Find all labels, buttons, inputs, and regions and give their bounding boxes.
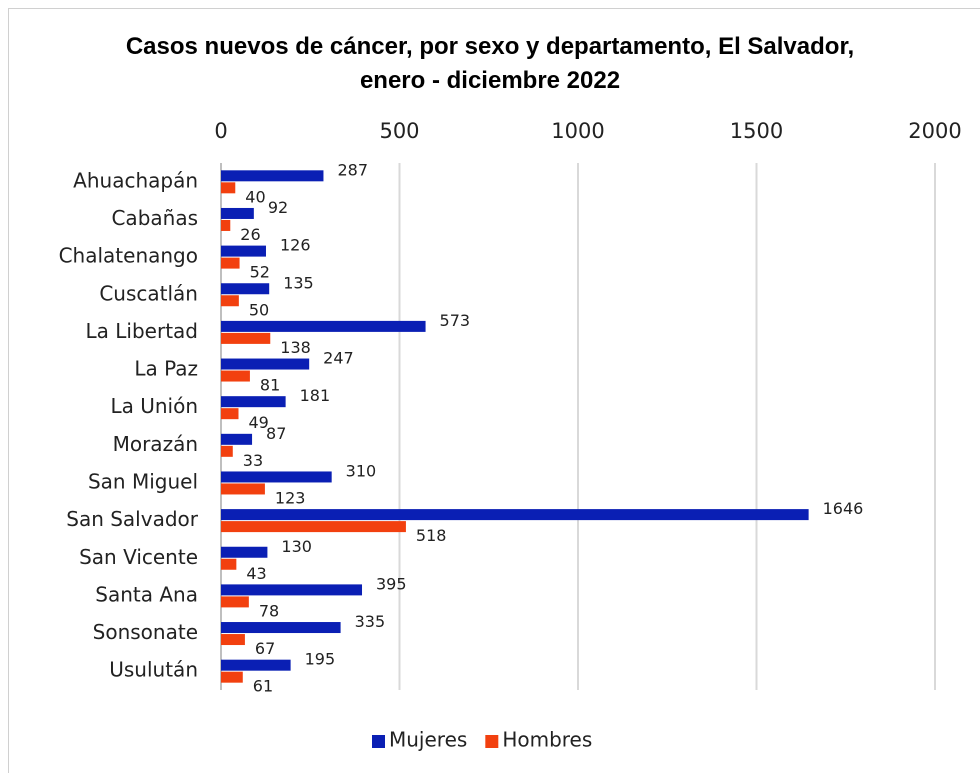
bar xyxy=(221,634,245,646)
data-label: 50 xyxy=(249,300,269,319)
data-label: 61 xyxy=(253,677,273,696)
data-label: 195 xyxy=(305,650,336,669)
data-label: 123 xyxy=(275,488,306,507)
bar xyxy=(221,471,332,483)
y-tick-label: Cuscatlán xyxy=(99,281,198,305)
y-tick-label: La Libertad xyxy=(86,319,198,343)
data-label: 78 xyxy=(259,601,279,620)
bar xyxy=(221,257,240,269)
bar xyxy=(221,558,237,570)
y-tick-label: La Unión xyxy=(110,394,198,418)
y-tick-label: Morazán xyxy=(113,432,198,456)
data-label: 135 xyxy=(283,273,314,292)
data-label: 52 xyxy=(250,263,270,282)
y-tick-label: Ahuachapán xyxy=(73,168,198,192)
bar xyxy=(221,521,406,533)
bar xyxy=(221,445,233,457)
bar xyxy=(221,219,231,231)
data-label: 26 xyxy=(240,225,260,244)
x-tick-label: 500 xyxy=(379,119,419,143)
y-tick-label: Sonsonate xyxy=(93,620,198,644)
legend-label: Mujeres xyxy=(389,728,467,752)
data-label: 126 xyxy=(280,236,311,255)
data-label: 287 xyxy=(337,160,368,179)
data-label: 247 xyxy=(323,349,354,368)
bar xyxy=(221,358,310,370)
bar xyxy=(221,509,809,521)
bar xyxy=(221,283,270,295)
bar xyxy=(221,433,253,445)
y-tick-label: San Vicente xyxy=(79,545,198,569)
data-label: 92 xyxy=(268,198,288,217)
y-tick-label: Chalatenango xyxy=(59,244,198,268)
y-tick-label: Usulután xyxy=(109,658,198,682)
bar xyxy=(221,584,363,596)
x-tick-label: 1500 xyxy=(730,119,783,143)
data-label: 181 xyxy=(300,386,331,405)
bar xyxy=(221,370,250,382)
bar xyxy=(221,207,254,219)
chart-title: Casos nuevos de cáncer, por sexo y depar… xyxy=(125,33,855,94)
y-tick-label: San Miguel xyxy=(88,469,198,493)
x-tick-label: 1000 xyxy=(551,119,604,143)
y-tick-label: Cabañas xyxy=(111,206,198,230)
bar xyxy=(221,170,324,182)
x-tick-label: 2000 xyxy=(908,119,961,143)
y-tick-label: La Paz xyxy=(134,357,198,381)
data-label: 1646 xyxy=(823,499,864,518)
bar xyxy=(221,182,236,194)
bar xyxy=(221,596,249,608)
legend-swatch xyxy=(485,735,499,748)
bar xyxy=(221,320,426,332)
data-label: 395 xyxy=(376,574,407,593)
data-label: 335 xyxy=(355,612,386,631)
x-tick-label: 0 xyxy=(214,119,227,143)
data-label: 49 xyxy=(248,413,268,432)
bar xyxy=(221,546,268,558)
bar xyxy=(221,659,291,671)
data-label: 40 xyxy=(245,187,265,206)
data-label: 573 xyxy=(440,311,471,330)
bar xyxy=(221,483,265,495)
data-label: 81 xyxy=(260,376,280,395)
bar xyxy=(221,245,266,257)
data-label: 138 xyxy=(280,338,311,357)
y-tick-label: San Salvador xyxy=(66,507,199,531)
data-label: 43 xyxy=(246,564,266,583)
data-label: 518 xyxy=(416,526,447,545)
data-label: 130 xyxy=(281,537,312,556)
chart-border xyxy=(8,8,980,773)
bar xyxy=(221,671,243,683)
data-label: 67 xyxy=(255,639,275,658)
bar xyxy=(221,408,239,420)
bar xyxy=(221,396,286,408)
bar xyxy=(221,332,271,344)
bar xyxy=(221,622,341,634)
legend-label: Hombres xyxy=(502,728,592,752)
legend-swatch xyxy=(372,735,385,748)
data-label: 87 xyxy=(266,424,286,443)
data-label: 33 xyxy=(243,451,263,470)
bar xyxy=(221,295,239,307)
data-label: 310 xyxy=(346,461,377,480)
y-tick-label: Santa Ana xyxy=(95,582,198,606)
